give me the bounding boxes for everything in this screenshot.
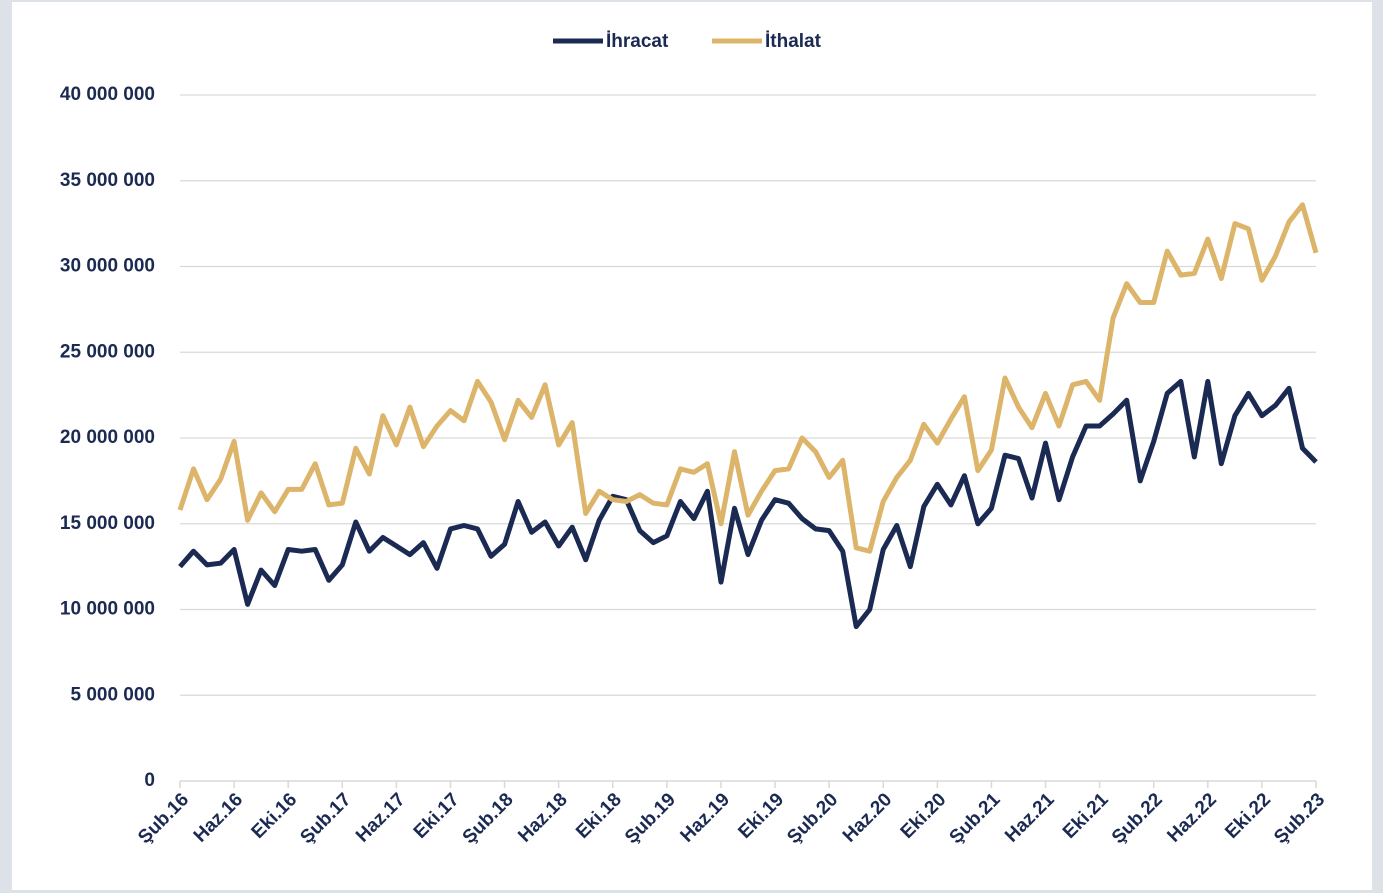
y-tick-label: 0	[144, 770, 155, 791]
legend-label: İhracat	[606, 31, 669, 52]
y-tick-label: 25 000 000	[60, 341, 155, 362]
y-tick-label: 20 000 000	[60, 427, 155, 448]
y-tick-label: 15 000 000	[60, 513, 155, 534]
chart-panel	[12, 2, 1372, 890]
y-tick-label: 40 000 000	[60, 84, 155, 105]
y-tick-label: 35 000 000	[60, 170, 155, 191]
y-tick-label: 10 000 000	[60, 599, 155, 620]
legend-label: İthalat	[765, 31, 822, 52]
y-tick-label: 5 000 000	[70, 684, 155, 705]
series-line	[177, 202, 1319, 554]
y-tick-label: 30 000 000	[60, 256, 155, 277]
series-line	[178, 378, 1318, 630]
